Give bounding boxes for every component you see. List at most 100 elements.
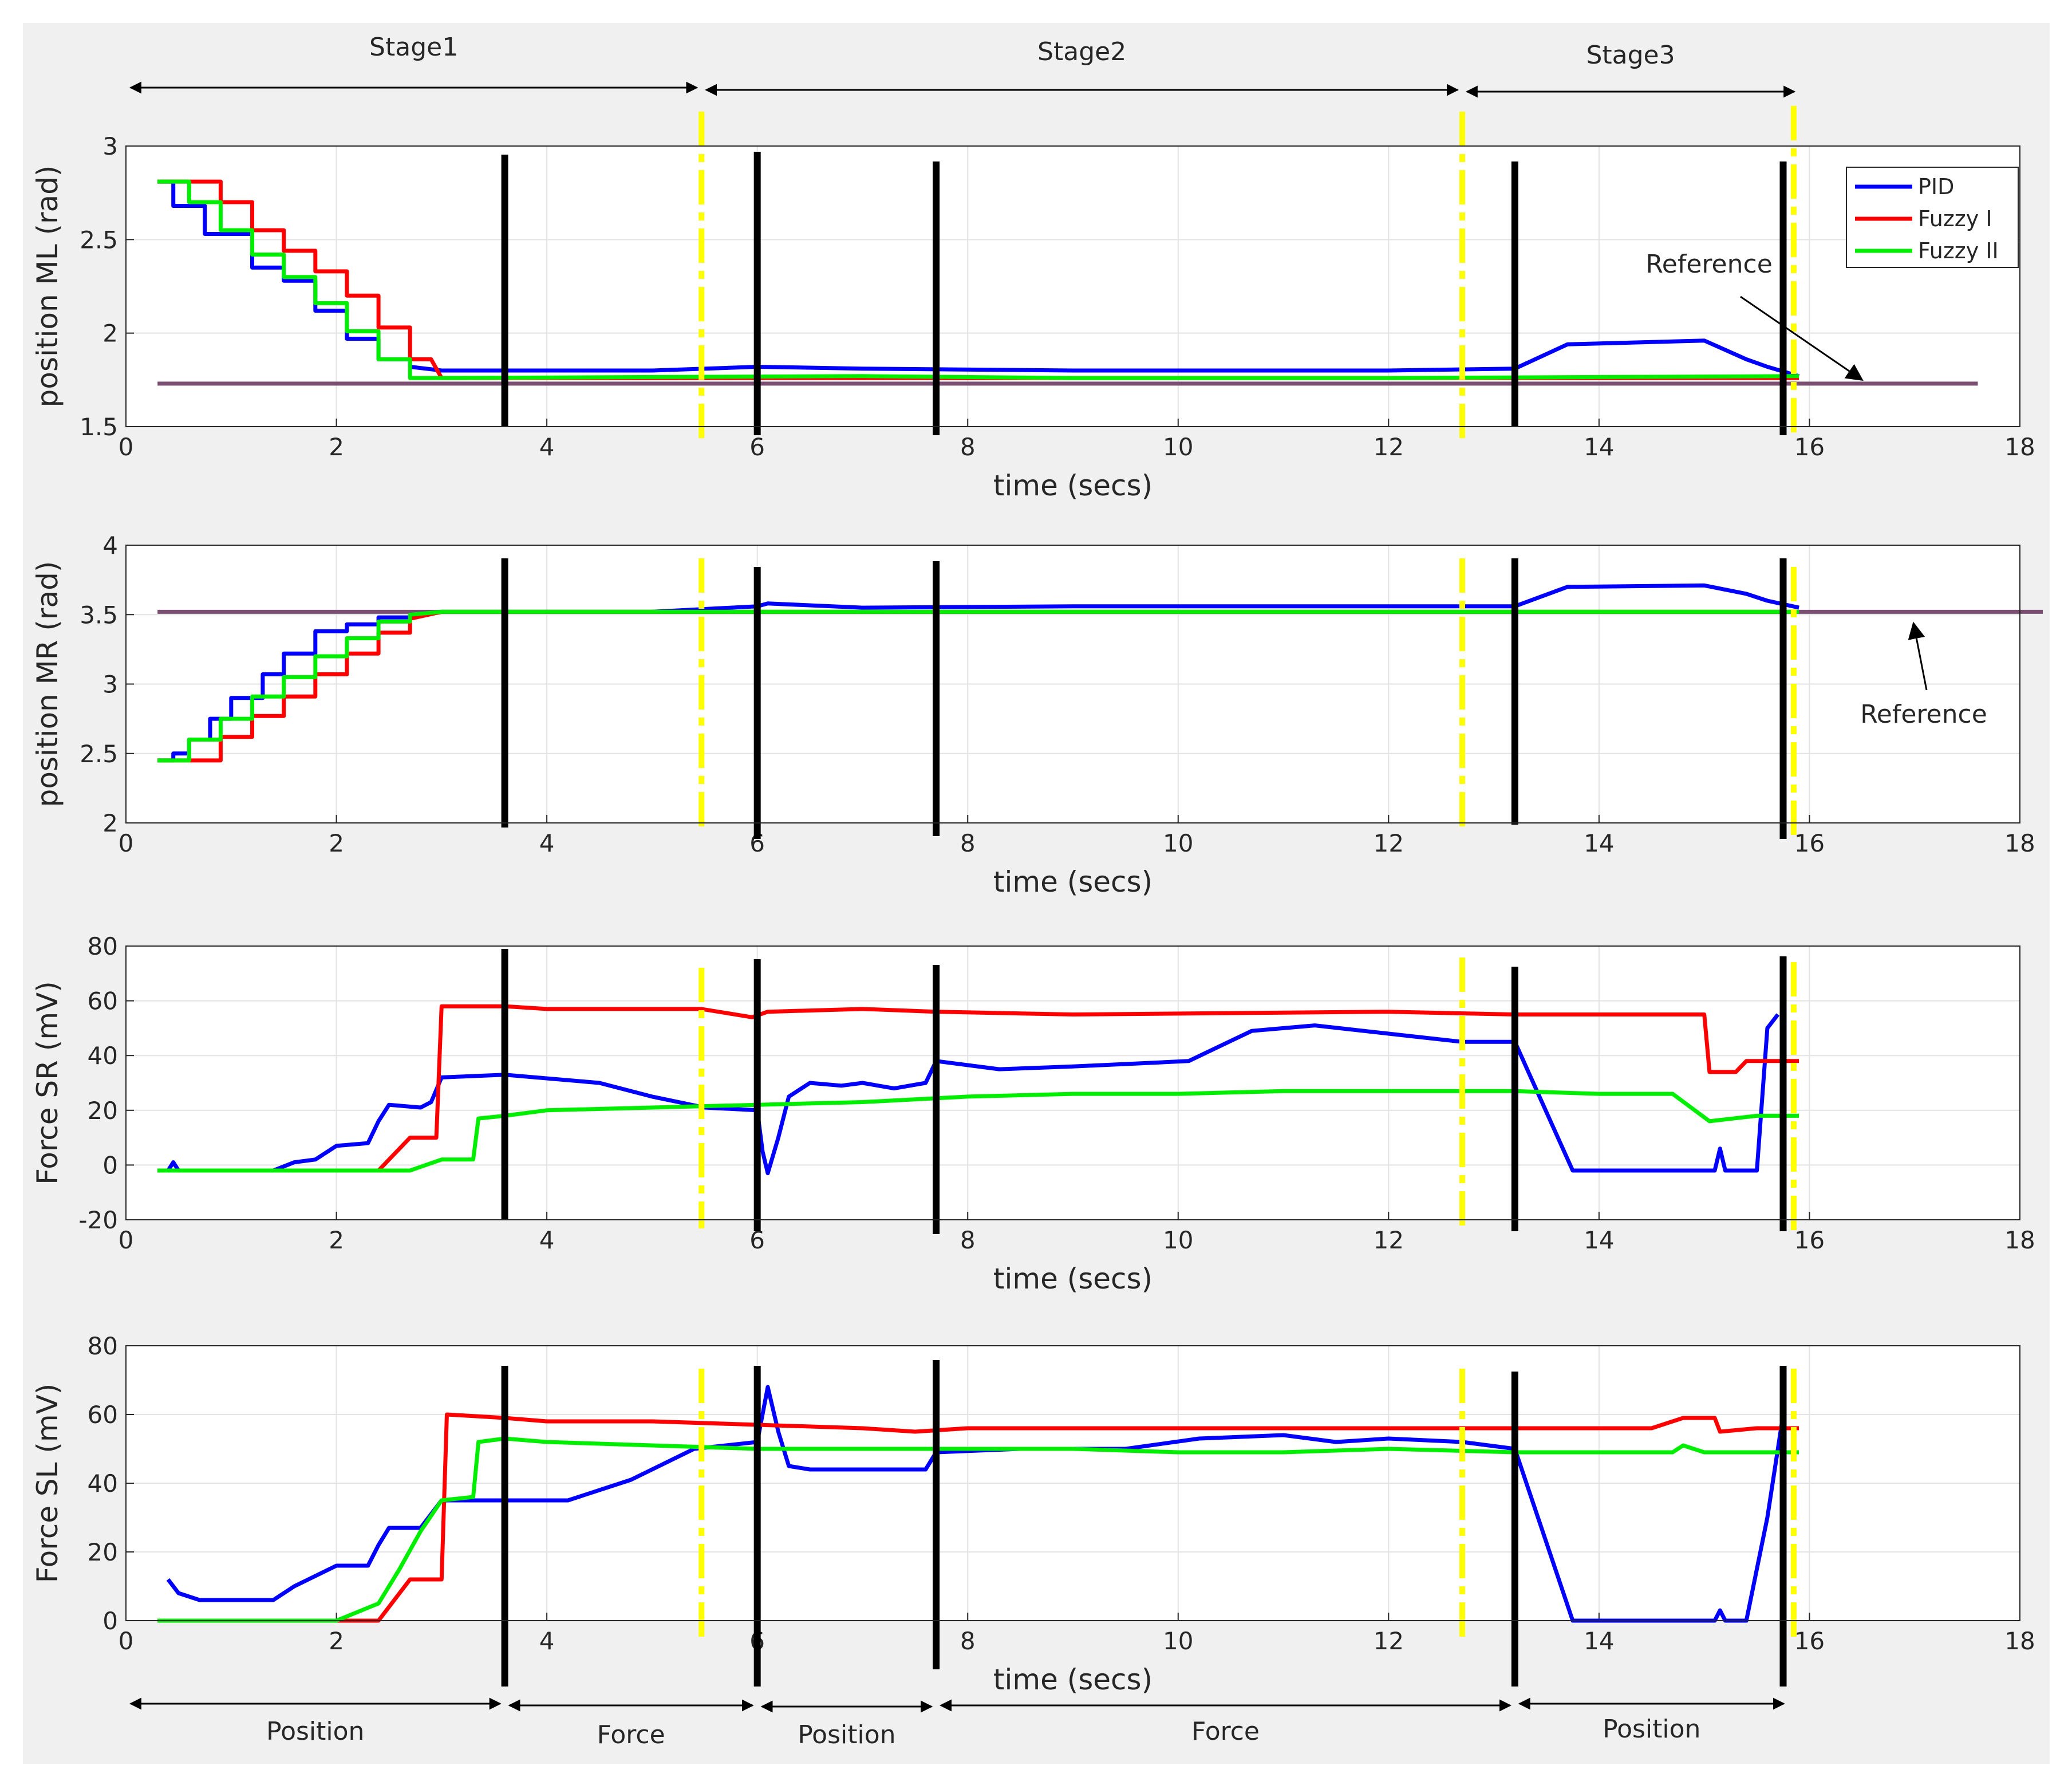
x-tick-label: 10: [1163, 829, 1193, 857]
y-tick-label: 3: [102, 132, 118, 160]
x-tick-label: 2: [329, 1627, 344, 1655]
y-tick-label: 20: [88, 1538, 118, 1566]
y-tick-label: 4: [102, 531, 118, 559]
x-tick-label: 10: [1163, 1226, 1193, 1254]
y-axis-label: position MR (rad): [31, 561, 64, 807]
x-tick-label: 2: [329, 829, 344, 857]
x-tick-label: 4: [539, 433, 555, 461]
mode-label: Position: [798, 1720, 895, 1750]
y-tick-label: 80: [88, 1332, 118, 1360]
x-tick-label: 12: [1374, 829, 1404, 857]
y-axis-label: position ML (rad): [31, 166, 64, 408]
series-fuzzy-ii-line: [157, 1089, 1799, 1173]
x-tick-label: 10: [1163, 1627, 1193, 1655]
stage-annotations: Stage1 Stage2 Stage3: [129, 33, 1796, 98]
series-fuzzy-i-line: [157, 179, 1799, 380]
reference-annotation: Reference: [1860, 700, 1987, 729]
x-tick-label: 18: [2004, 433, 2035, 461]
mode-annotations: Position Force Position Force Position: [129, 1697, 1785, 1750]
mode-label: Position: [1603, 1715, 1700, 1744]
x-tick-label: 16: [1794, 433, 1825, 461]
x-tick-label: 18: [2004, 829, 2035, 857]
reference-arrow: [1908, 621, 1928, 691]
series-fuzzy-ii-line: [157, 609, 1799, 763]
legend-label: PID: [1918, 174, 1954, 199]
y-tick-label: 2: [102, 320, 118, 348]
x-tick-label: 0: [119, 1226, 134, 1254]
x-axis-label: time (secs): [993, 469, 1153, 502]
x-tick-label: 14: [1584, 829, 1614, 857]
x-tick-label: 14: [1584, 433, 1614, 461]
series-fuzzy-i-line: [157, 1412, 1799, 1623]
x-tick-label: 4: [539, 829, 555, 857]
y-tick-label: 20: [88, 1097, 118, 1125]
x-axis-label: time (secs): [993, 1663, 1153, 1696]
series-fuzzy-i-line: [157, 1004, 1799, 1173]
y-axis-label: Force SR (mV): [31, 981, 64, 1184]
series-fuzzy-ii-line: [157, 1436, 1799, 1623]
x-tick-label: 4: [539, 1627, 555, 1655]
x-tick-label: 0: [119, 433, 134, 461]
plot-frame: [125, 545, 2020, 823]
x-tick-label: 2: [329, 1226, 344, 1254]
y-tick-label: 40: [88, 1042, 118, 1070]
x-tick-label: 0: [119, 829, 134, 857]
x-tick-label: 16: [1794, 1226, 1825, 1254]
mode-label: Force: [1191, 1717, 1260, 1746]
x-tick-label: 14: [1584, 1627, 1614, 1655]
x-tick-label: 12: [1374, 433, 1404, 461]
y-tick-label: 60: [88, 987, 118, 1015]
stage-label: Stage1: [369, 33, 458, 62]
y-tick-label: 60: [88, 1401, 118, 1429]
y-tick-label: 2: [102, 809, 118, 837]
chart-panel-1: 0 2 4 6 8 10 12 14 16 18 1.5 2 2.5 3 time (secs) positi…: [31, 106, 2035, 502]
mode-label: Position: [266, 1717, 364, 1746]
plot-area: [126, 946, 2020, 1220]
x-tick-label: 16: [1794, 1627, 1825, 1655]
reference-arrow: [1740, 295, 1864, 381]
x-tick-label: 8: [960, 829, 976, 857]
x-tick-label: 2: [329, 433, 344, 461]
x-tick-label: 16: [1794, 829, 1825, 857]
series-pid-line: [157, 583, 1799, 763]
plot-frame: [125, 945, 2020, 1220]
y-tick-label: 40: [88, 1469, 118, 1498]
legend-label: Fuzzy I: [1918, 206, 1992, 231]
y-tick-label: -20: [78, 1206, 118, 1234]
y-tick-label: 3: [102, 671, 118, 699]
mode-label: Force: [597, 1720, 665, 1750]
stage-label: Stage2: [1037, 37, 1126, 66]
x-tick-label: 4: [539, 1226, 555, 1254]
series-fuzzy-ii-line: [157, 179, 1799, 380]
y-tick-label: 3.5: [80, 601, 118, 629]
x-tick-label: 0: [119, 1627, 134, 1655]
plot-frame: [125, 1345, 2020, 1621]
y-tick-label: 1.5: [80, 413, 118, 441]
legend-label: Fuzzy II: [1918, 238, 1999, 263]
y-axis-label: Force SL (mV): [31, 1384, 64, 1583]
x-tick-label: 8: [960, 433, 976, 461]
legend: PID Fuzzy I Fuzzy II: [1846, 167, 2019, 268]
x-tick-label: 8: [960, 1226, 976, 1254]
y-tick-label: 0: [102, 1607, 118, 1635]
x-tick-label: 14: [1584, 1226, 1614, 1254]
stage-label: Stage3: [1586, 41, 1675, 70]
x-axis-label: time (secs): [993, 865, 1153, 899]
x-tick-label: 18: [2004, 1627, 2035, 1655]
y-tick-label: 2.5: [80, 740, 118, 768]
chart-panel-4: 024681012141618020406080time (secs)Force…: [31, 1332, 2035, 1696]
x-tick-label: 12: [1374, 1627, 1404, 1655]
reference-annotation: Reference: [1645, 250, 1773, 279]
y-tick-label: 80: [88, 932, 118, 960]
x-tick-label: 12: [1374, 1226, 1404, 1254]
y-tick-label: 2.5: [80, 226, 118, 254]
x-tick-label: 8: [960, 1627, 976, 1655]
x-tick-label: 6: [749, 433, 765, 461]
plot-frame: [125, 145, 2020, 427]
x-tick-label: 10: [1163, 433, 1193, 461]
